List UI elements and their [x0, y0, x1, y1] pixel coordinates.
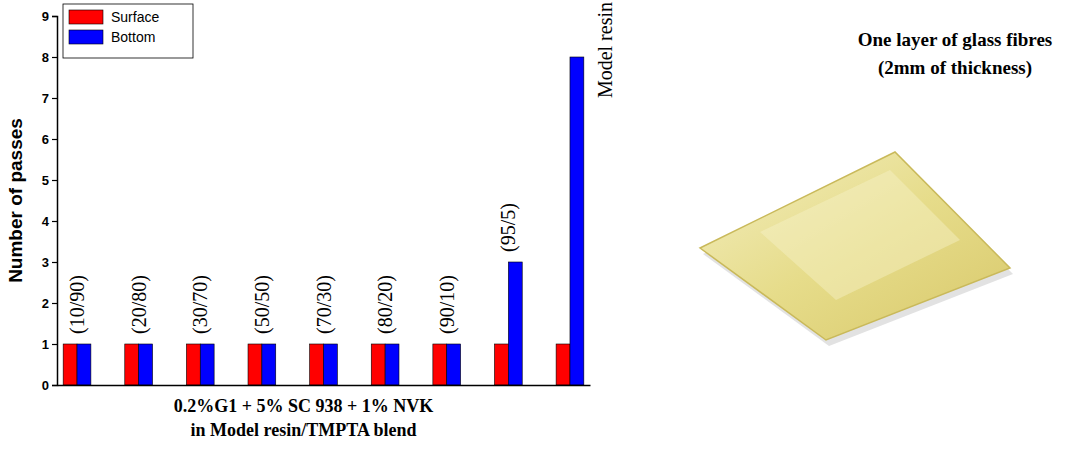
y-axis-title: Number of passes — [5, 118, 26, 283]
bar — [494, 344, 508, 385]
bar — [139, 344, 153, 385]
y-tick-mark — [52, 139, 57, 140]
category-label: (70/30) — [313, 275, 336, 334]
chart: 0 1 2 3 4 5 6 7 8 9 Number of passes 0.2%G1 + 5% SC… — [0, 0, 1083, 468]
y-tick: 2 — [42, 296, 57, 311]
y-tick-label: 4 — [42, 214, 50, 229]
y-tick-mark — [52, 344, 57, 345]
y-tick: 6 — [42, 132, 57, 147]
photo-caption: (2mm of thickness) — [878, 57, 1032, 79]
y-tick-mark — [52, 57, 57, 58]
sample — [700, 152, 1010, 340]
y-tick: 1 — [42, 337, 57, 352]
bar — [186, 344, 200, 385]
bar — [77, 344, 91, 385]
photo — [700, 152, 1013, 346]
category-label: Model resin — [594, 2, 616, 98]
y-axis-line — [52, 17, 58, 386]
category-label: (90/10) — [436, 275, 459, 334]
y-tick-label: 6 — [42, 132, 49, 147]
bar — [200, 344, 214, 385]
y-tick-label: 1 — [42, 337, 49, 352]
legend-frame — [63, 4, 193, 58]
category-label: (10/90) — [66, 275, 89, 334]
y-tick-mark — [52, 303, 57, 304]
legend-swatch — [69, 10, 103, 24]
bar — [556, 344, 570, 385]
legend: Surface Bottom — [63, 4, 193, 58]
category-label: (95/5) — [497, 203, 520, 252]
y-tick: 4 — [42, 214, 57, 229]
x-axis-title: 0.2%G1 + 5% SC 938 + 1% NVK — [174, 396, 434, 416]
bars — [63, 57, 584, 385]
y-tick-label: 0 — [42, 378, 49, 393]
category-label: (50/50) — [251, 275, 274, 334]
y-tick-mark — [52, 16, 57, 17]
bar — [433, 344, 447, 385]
y-tick: 9 — [42, 9, 57, 24]
y-tick-mark — [52, 180, 57, 181]
y-tick: 5 — [42, 173, 57, 188]
bar — [371, 344, 385, 385]
y-tick-mark — [52, 385, 57, 386]
y-tick-label: 8 — [42, 50, 49, 65]
x-axis-title: in Model resin/TMPTA blend — [191, 420, 417, 440]
y-tick: 7 — [42, 91, 57, 106]
bar — [248, 344, 262, 385]
y-tick-label: 9 — [42, 9, 49, 24]
bar — [310, 344, 324, 385]
y-tick: 8 — [42, 50, 57, 65]
y-tick-label: 3 — [42, 255, 49, 270]
bar — [447, 344, 461, 385]
bar — [125, 344, 139, 385]
x-axis-line — [58, 385, 591, 387]
sample-highlight — [760, 170, 960, 300]
y-axis: 0 1 2 3 4 5 6 7 8 9 — [42, 9, 58, 393]
bar — [63, 344, 77, 385]
bar — [508, 262, 522, 385]
bar — [262, 344, 276, 385]
y-tick: 3 — [42, 255, 57, 270]
x-axis — [58, 385, 591, 386]
bar — [385, 344, 399, 385]
category-label: (30/70) — [189, 275, 212, 334]
category-label: (80/20) — [374, 275, 397, 334]
y-tick: 0 — [42, 378, 57, 393]
y-tick-mark — [52, 262, 57, 263]
legend-swatch — [69, 30, 103, 44]
legend-label: Bottom — [111, 29, 155, 45]
photo-caption: One layer of glass fibres — [858, 29, 1053, 50]
y-tick-mark — [52, 98, 57, 99]
y-tick-label: 2 — [42, 296, 49, 311]
y-tick-label: 7 — [42, 91, 49, 106]
y-tick-mark — [52, 221, 57, 222]
bar — [570, 57, 584, 385]
legend-label: Surface — [111, 9, 159, 25]
bar — [324, 344, 338, 385]
category-label: (20/80) — [128, 275, 151, 334]
y-tick-label: 5 — [42, 173, 49, 188]
